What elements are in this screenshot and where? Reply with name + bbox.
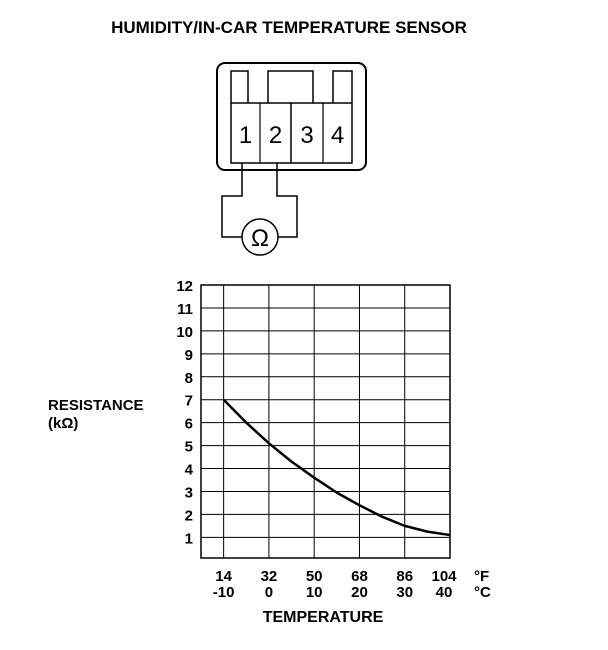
x-tick-label-c: 0 [265, 584, 273, 601]
x-unit-c: °C [474, 584, 491, 601]
x-tick-label-f: 68 [351, 568, 368, 585]
y-tick-label: 3 [185, 484, 193, 501]
y-tick-label: 9 [185, 347, 193, 364]
pin-label: 1 [239, 122, 252, 149]
x-tick-label-c: 20 [351, 584, 368, 601]
y-axis-unit: (kΩ) [48, 415, 78, 432]
x-tick-label-c: 40 [436, 584, 453, 601]
y-tick-label: 12 [176, 278, 193, 295]
y-tick-label: 8 [185, 370, 193, 387]
connector-housing [216, 62, 367, 171]
y-tick-label: 5 [185, 439, 193, 456]
wire-pin-1 [221, 163, 243, 238]
connector [216, 62, 367, 256]
y-tick-label: 6 [185, 416, 193, 433]
wire-pin-2 [276, 163, 298, 238]
pin-label: 2 [269, 122, 282, 149]
connector-tab-left [230, 70, 249, 103]
resistance-curve [222, 398, 451, 537]
connector-tab-middle [267, 70, 314, 103]
y-axis-label: RESISTANCE [48, 397, 144, 414]
pin-label: 4 [331, 122, 344, 149]
ohmmeter-icon [241, 218, 279, 256]
x-tick-label-f: 32 [261, 568, 278, 585]
plot-frame [200, 284, 451, 559]
x-unit-f: °F [474, 568, 489, 585]
x-tick-label-f: 104 [431, 568, 457, 585]
x-tick-label-f: 86 [396, 568, 413, 585]
pin-label: 3 [300, 122, 313, 149]
y-tick-label: 1 [185, 530, 193, 547]
y-tick-label: 11 [177, 301, 193, 318]
x-axis-label: TEMPERATURE [263, 609, 384, 626]
x-tick-label-c: -10 [213, 584, 235, 601]
x-tick-label-c: 30 [396, 584, 413, 601]
y-tick-label: 7 [185, 393, 193, 410]
y-tick-label: 4 [185, 462, 194, 479]
ohm-symbol: Ω [251, 225, 269, 252]
x-tick-label-f: 14 [215, 568, 232, 585]
x-tick-label-c: 10 [306, 584, 323, 601]
y-tick-label: 2 [185, 507, 193, 524]
y-tick-label: 10 [176, 324, 193, 341]
title: HUMIDITY/IN-CAR TEMPERATURE SENSOR [111, 18, 467, 37]
connector-tab-right [332, 70, 353, 103]
x-tick-label-f: 50 [306, 568, 323, 585]
